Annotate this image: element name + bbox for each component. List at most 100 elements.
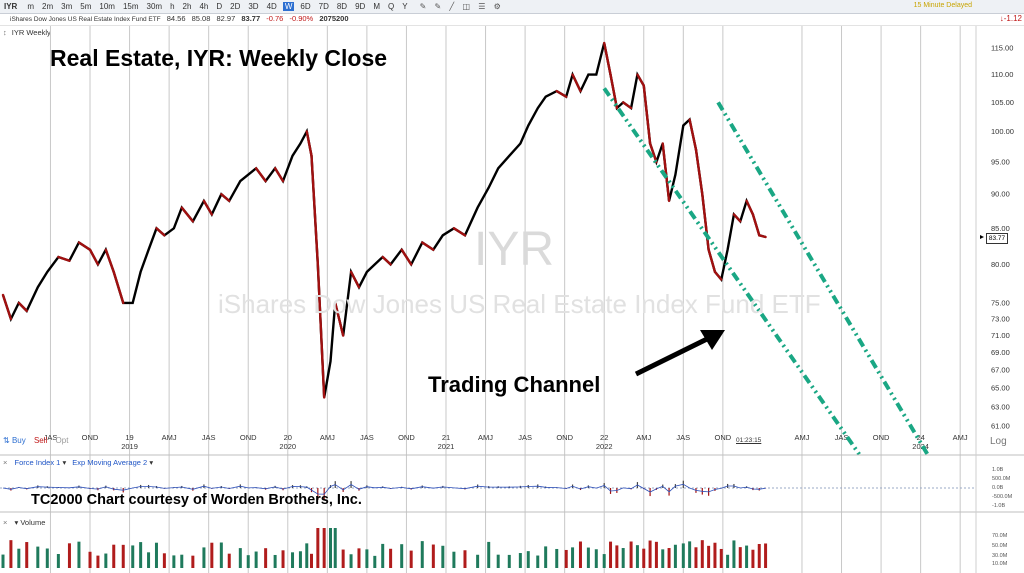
force-axis-label: 1.0B (992, 467, 1004, 473)
year-label: 2021 (438, 442, 455, 451)
chevron-down-icon[interactable]: ▾ (62, 458, 67, 467)
price-segment-down (254, 167, 267, 183)
x-tick-label: JAS (44, 433, 58, 442)
timeframe-h[interactable]: h (170, 2, 175, 11)
timeframe-Y[interactable]: Y (402, 2, 408, 11)
y-tick-label: 67.00 (991, 366, 1010, 375)
fund-name: iShares Dow Jones US Real Estate Index F… (10, 16, 161, 23)
year-label: 2022 (596, 442, 613, 451)
high-value: 85.08 (191, 14, 211, 23)
opt-button[interactable]: Opt (55, 436, 69, 445)
chevron-down-icon[interactable]: ▾ (149, 458, 154, 467)
x-tick-label: JAS (360, 433, 374, 442)
timeframe-D[interactable]: D (216, 2, 223, 11)
volume-panel-label[interactable]: × ▾ Volume (3, 518, 45, 527)
x-tick-label: OND (873, 433, 890, 442)
force-panel-label[interactable]: × Force Index 1 ▾ Exp Moving Average 2 ▾ (3, 458, 153, 467)
channel-label: Trading Channel (428, 372, 601, 397)
timeframe-bar: m 2m 3m 5m 10m 15m 30m h 2h 4h D 2D 3D 4D W 6D 7D 8D 9D M Q Y (25, 2, 413, 11)
price-segment-down (713, 270, 723, 281)
buy-button[interactable]: ⇅ Buy (3, 436, 26, 445)
timeframe-4D[interactable]: 4D (266, 2, 277, 11)
y-tick-label: 115.00 (991, 44, 1013, 53)
close-panel-icon[interactable]: ↕ (3, 28, 7, 37)
price-segment-down (180, 206, 195, 223)
price-segment-down (745, 199, 755, 216)
force-index-label[interactable]: Force Index 1 (14, 458, 61, 467)
timeframe-2D[interactable]: 2D (230, 2, 241, 11)
buy-label: Buy (11, 436, 26, 445)
volume-panel (1, 528, 768, 568)
price-segment-down (688, 118, 698, 151)
timeframe-9D[interactable]: 9D (355, 2, 366, 11)
price-segment-down (603, 41, 612, 76)
drawing-tools[interactable]: ✎ ✎ ╱ ◫ ☰ ⚙ (419, 2, 504, 11)
volume-axis-label: 30.0M (992, 553, 1008, 559)
x-tick-label: JAS (202, 433, 216, 442)
close-icon[interactable]: × (3, 518, 8, 527)
price-segment-down (316, 263, 326, 399)
low-value: 82.97 (216, 14, 236, 23)
timeframe-m[interactable]: m (27, 2, 35, 11)
volume-label: Volume (20, 518, 46, 527)
timeframe-15m[interactable]: 15m (122, 2, 139, 11)
timeframe-30m[interactable]: 30m (146, 2, 163, 11)
price-segment-down (452, 227, 467, 237)
x-tick-label: 19 (125, 433, 133, 442)
price-segment-down (57, 255, 71, 262)
corner-change: ↓-1.12 (1000, 14, 1022, 23)
volume-axis-label: 70.0M (992, 533, 1008, 539)
timeframe-10m[interactable]: 10m (99, 2, 115, 11)
y-tick-label: 100.00 (991, 127, 1014, 136)
price-segment-down (571, 73, 582, 93)
main-panel-label[interactable]: ↕ IYR Weekly (3, 28, 51, 37)
symbol-box[interactable]: IYR (4, 2, 18, 11)
close-value: 83.77 (241, 14, 261, 23)
timeframe-3D[interactable]: 3D (248, 2, 259, 11)
price-segment-down (758, 234, 767, 239)
timeframe-W[interactable]: W (282, 2, 295, 11)
log-scale-toggle[interactable]: Log (990, 436, 1007, 447)
price-segment-down (77, 241, 92, 251)
price-segment-down (112, 270, 125, 305)
force-index-panel (0, 480, 976, 501)
clock-label: 01:23:15 (736, 437, 762, 444)
timeframe-Q[interactable]: Q (388, 2, 395, 11)
sell-button[interactable]: Sell (33, 436, 48, 445)
price-segment-down (155, 227, 166, 237)
x-tick-label: JAS (676, 433, 690, 442)
timeframe-2m[interactable]: 2m (42, 2, 54, 11)
price-segment-down (609, 73, 619, 110)
grid-lines (49, 26, 961, 573)
price-line-up (1, 42, 766, 398)
y-tick-label: 63.00 (991, 402, 1010, 411)
last-price-marker (980, 234, 984, 239)
timeframe-M[interactable]: M (373, 2, 380, 11)
timeframe-5m[interactable]: 5m (80, 2, 92, 11)
timeframe-3m[interactable]: 3m (61, 2, 73, 11)
timeframe-6D[interactable]: 6D (300, 2, 311, 11)
force-axis-label: 0.0B (992, 485, 1004, 491)
close-icon[interactable]: × (3, 458, 8, 467)
y-tick-label: 71.00 (991, 331, 1010, 340)
force-axis-label: -500.0M (992, 494, 1013, 500)
y-tick-label: 61.00 (991, 422, 1010, 431)
price-segment-down (220, 193, 231, 203)
volume-chevron-icon[interactable]: ▾ (14, 518, 19, 527)
x-axis: JAS OND 19 AMJ JAS OND 20 AMJ JAS OND 21 AMJ JAS OND 2… (44, 433, 968, 451)
y-tick-label: 110.00 (991, 70, 1013, 79)
x-tick-label: OND (240, 433, 257, 442)
x-tick-label: AMJ (478, 433, 493, 442)
timeframe-4h[interactable]: 4h (199, 2, 209, 11)
timeframe-8D[interactable]: 8D (336, 2, 348, 11)
ema-label[interactable]: Exp Moving Average 2 (72, 458, 148, 467)
price-segment-down (334, 301, 345, 337)
timeframe-2h[interactable]: 2h (182, 2, 192, 11)
x-tick-label: AMJ (953, 433, 968, 442)
year-label: 2020 (279, 442, 296, 451)
timeframe-7D[interactable]: 7D (318, 2, 329, 11)
main-panel-name: IYR Weekly (11, 28, 51, 37)
open-value: 84.56 (166, 14, 186, 23)
force-axis-label: 500.0M (992, 476, 1011, 482)
y-axis: 115.00110.00105.00100.0095.0090.0085.008… (980, 44, 1014, 431)
